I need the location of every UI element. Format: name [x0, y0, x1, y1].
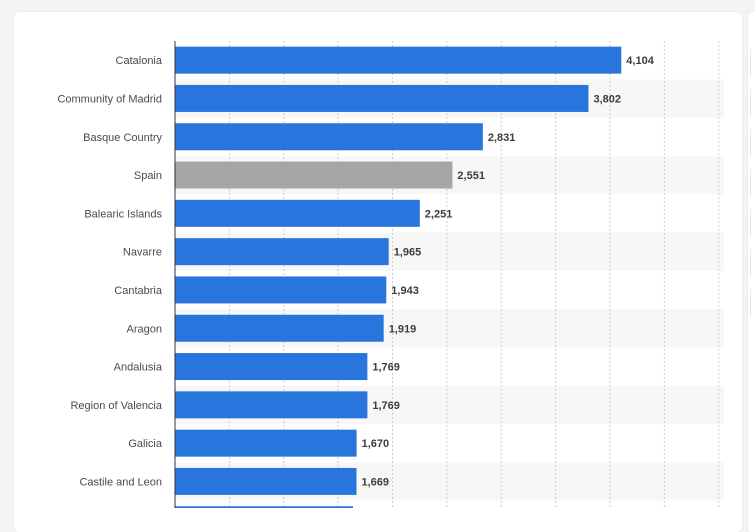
bar — [175, 238, 389, 266]
bar-partial — [175, 506, 353, 508]
side-panel-tab[interactable] — [750, 88, 755, 118]
value-label: 4,104 — [626, 55, 654, 67]
bar — [175, 276, 387, 304]
category-labels: Catalonia Community of Madrid Basque Count… — [57, 55, 162, 488]
category-label: Balearic Islands — [84, 208, 162, 220]
bar — [175, 314, 384, 342]
bar — [175, 353, 368, 381]
side-panel-tab[interactable] — [750, 288, 755, 318]
category-label: Aragon — [127, 323, 162, 335]
value-label: 1,670 — [362, 438, 390, 450]
value-label: 2,551 — [457, 170, 485, 182]
side-panel-tab[interactable] — [750, 128, 755, 158]
side-panel-tab[interactable] — [750, 168, 755, 198]
value-label: 3,802 — [593, 93, 621, 105]
value-label: 1,965 — [394, 247, 422, 259]
bar — [175, 467, 357, 495]
bar — [175, 199, 420, 227]
bar — [175, 391, 368, 419]
side-panel-tab[interactable] — [750, 248, 755, 278]
value-label: 1,943 — [391, 285, 419, 297]
category-label: Galicia — [128, 438, 163, 450]
bars — [175, 46, 622, 508]
category-label: Basque Country — [83, 132, 162, 144]
bar-chart: Catalonia Community of Madrid Basque Count… — [57, 41, 720, 508]
category-label: Cantabria — [114, 285, 163, 297]
category-label: Region of Valencia — [70, 400, 162, 412]
category-label: Spain — [134, 170, 162, 182]
bar — [175, 429, 357, 457]
value-label: 1,919 — [389, 323, 417, 335]
bar — [175, 161, 453, 189]
side-panel-tab[interactable] — [750, 208, 755, 238]
bar — [175, 46, 622, 74]
value-label: 2,831 — [488, 132, 516, 144]
category-label: Andalusia — [114, 362, 163, 374]
category-label: Catalonia — [116, 55, 163, 67]
category-label: Community of Madrid — [57, 93, 162, 105]
value-labels: 4,104 3,802 2,831 2,551 2,251 1,965 1,943 1,919… — [362, 55, 655, 488]
value-label: 1,669 — [362, 476, 390, 488]
bar — [175, 84, 589, 112]
value-label: 1,769 — [372, 400, 400, 412]
category-label: Castile and Leon — [79, 476, 162, 488]
category-label: Navarre — [123, 247, 162, 259]
bar — [175, 123, 483, 151]
value-label: 2,251 — [425, 208, 453, 220]
side-panel-tab[interactable] — [750, 48, 755, 78]
value-label: 1,769 — [372, 362, 400, 374]
